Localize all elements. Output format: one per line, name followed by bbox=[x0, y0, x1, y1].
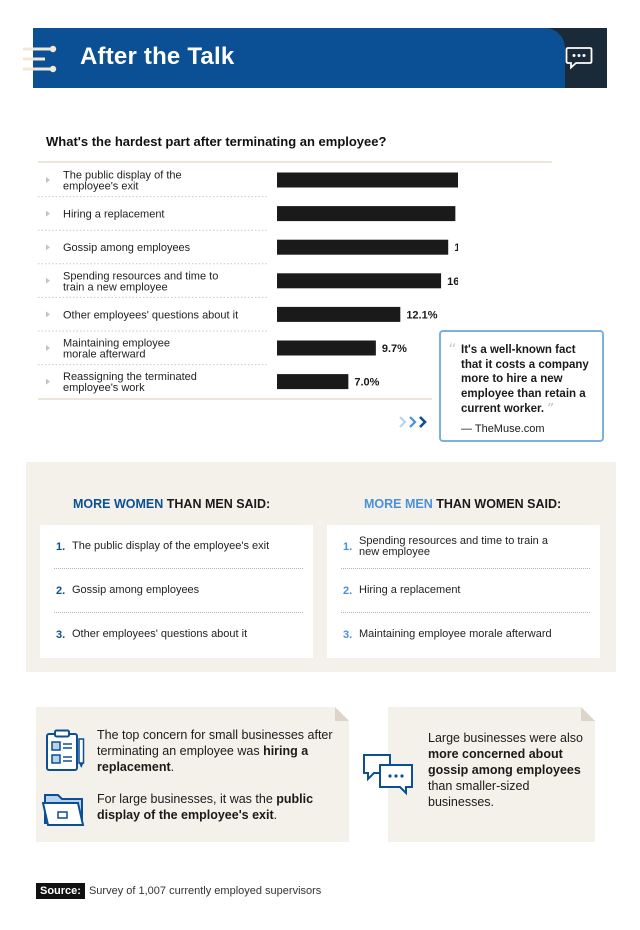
list-item: 3. Other employees' questions about it bbox=[40, 613, 313, 657]
header-banner: After the Talk bbox=[23, 28, 607, 88]
list-number: 1. bbox=[56, 541, 66, 553]
bar bbox=[277, 239, 449, 255]
row-marker-icon bbox=[46, 210, 50, 217]
small-business-text-end: . bbox=[170, 760, 175, 774]
list-number: 1. bbox=[343, 541, 353, 553]
list-item: 1. Spending resources and time to train … bbox=[327, 525, 600, 569]
row-marker-icon bbox=[46, 378, 50, 385]
category-label: employee's work bbox=[63, 382, 145, 394]
page-title: After the Talk bbox=[80, 43, 235, 70]
list-item-text: The public display of the employee's exi… bbox=[72, 540, 270, 553]
men-list-card: 1. Spending resources and time to train … bbox=[327, 525, 600, 658]
women-list-card: 1. The public display of the employee's … bbox=[40, 525, 313, 658]
category-label: Maintaining employee bbox=[63, 338, 170, 350]
chart-title: What's the hardest part after terminatin… bbox=[46, 134, 387, 149]
bar bbox=[277, 172, 458, 188]
category-label: employee's exit bbox=[63, 181, 138, 193]
category-label: Gossip among employees bbox=[63, 242, 191, 254]
category-label: train a new employee bbox=[63, 281, 168, 293]
small-business-text-bold: hiring a replacement bbox=[97, 744, 309, 774]
women-heading: MORE WOMEN THAN MEN SAID: bbox=[73, 497, 270, 511]
small-business-text-part: The top concern for small businesses aft… bbox=[97, 728, 333, 758]
business-size-note: The top concern for small businesses aft… bbox=[36, 707, 349, 842]
row-marker-icon bbox=[46, 277, 50, 284]
gossip-note: Large businesses were also more concerne… bbox=[363, 707, 595, 842]
list-number: 3. bbox=[56, 629, 66, 641]
quote-source: — TheMuse.com bbox=[461, 422, 545, 435]
category-label: Other employees' questions about it bbox=[63, 309, 238, 321]
bar bbox=[277, 374, 349, 390]
source-text: Survey of 1,007 currently employed super… bbox=[88, 885, 322, 897]
quote-text: It's a well-known fact that it costs a c… bbox=[461, 344, 589, 416]
header-icon-tab bbox=[529, 28, 607, 88]
list-item-text: Maintaining employee morale afterward bbox=[359, 628, 552, 641]
category-label: morale afterward bbox=[63, 349, 146, 361]
decorative-lines-icon bbox=[23, 45, 57, 73]
clipboard-icon bbox=[46, 729, 85, 771]
bar bbox=[277, 273, 442, 289]
list-number: 2. bbox=[56, 585, 66, 597]
row-marker-icon bbox=[46, 311, 50, 318]
large-business-text-bold: public display of the employee's exit bbox=[97, 792, 314, 822]
gossip-text: Large businesses were also more concerne… bbox=[428, 730, 588, 810]
list-item: 3. Maintaining employee morale afterward bbox=[327, 613, 600, 657]
chevrons-right-icon bbox=[399, 416, 427, 428]
category-label: The public display of the bbox=[63, 170, 182, 182]
scalloped-edge bbox=[26, 459, 616, 465]
list-number: 3. bbox=[343, 629, 353, 641]
value-label: 7.0% bbox=[354, 377, 379, 389]
bar bbox=[277, 206, 456, 222]
chat-bubble-icon bbox=[565, 47, 593, 70]
large-business-text-part: For large businesses, it was the bbox=[97, 792, 277, 806]
row-marker-icon bbox=[46, 177, 50, 183]
quote-box: “ It's a well-known fact that it costs a… bbox=[439, 330, 604, 442]
value-label: 9.7% bbox=[382, 343, 407, 355]
gossip-text-part: Large businesses were also bbox=[428, 731, 583, 745]
page-fold bbox=[335, 707, 349, 721]
value-label: 16.1% bbox=[447, 276, 458, 288]
comparison-section: MORE WOMEN THAN MEN SAID: MORE MEN THAN … bbox=[26, 459, 616, 672]
page-fold bbox=[581, 707, 595, 721]
list-item-text: Hiring a replacement bbox=[359, 584, 461, 597]
close-quote-icon: ” bbox=[547, 401, 555, 416]
men-heading-highlight: MORE MEN bbox=[364, 497, 433, 511]
list-item-text: Spending resources and time to train a n… bbox=[359, 534, 548, 558]
large-business-text: For large businesses, it was the public … bbox=[97, 791, 342, 823]
small-business-text: The top concern for small businesses aft… bbox=[97, 727, 337, 775]
value-label: 16.8% bbox=[454, 242, 458, 254]
open-quote-icon: “ bbox=[448, 340, 457, 359]
women-heading-highlight: MORE WOMEN bbox=[73, 497, 164, 511]
category-label: Reassigning the terminated bbox=[63, 371, 197, 383]
gossip-text-end: than smaller-sized businesses. bbox=[428, 779, 530, 809]
list-item-text: Gossip among employees bbox=[72, 584, 200, 597]
women-heading-rest: THAN MEN SAID: bbox=[163, 497, 271, 511]
row-marker-icon bbox=[46, 244, 50, 251]
chat-bubbles-icon bbox=[363, 754, 413, 796]
men-heading: MORE MEN THAN WOMEN SAID: bbox=[364, 497, 561, 511]
source-tag: Source: bbox=[36, 883, 85, 899]
list-item: 2. Gossip among employees bbox=[40, 569, 313, 613]
row-marker-icon bbox=[46, 345, 50, 351]
large-business-text-end: . bbox=[273, 808, 278, 822]
category-label: Spending resources and time to bbox=[63, 270, 218, 282]
gossip-text-bold: more concerned about gossip among employ… bbox=[428, 747, 581, 777]
bar bbox=[277, 340, 376, 356]
list-number: 2. bbox=[343, 585, 353, 597]
folder-icon bbox=[42, 794, 85, 826]
list-item: 1. The public display of the employee's … bbox=[40, 525, 313, 569]
value-label: 12.1% bbox=[406, 309, 437, 321]
category-label: Hiring a replacement bbox=[63, 209, 165, 221]
source-line: Source: Survey of 1,007 currently employ… bbox=[36, 883, 321, 899]
list-item: 2. Hiring a replacement bbox=[327, 569, 600, 613]
men-heading-rest: THAN WOMEN SAID: bbox=[432, 497, 562, 511]
chart-divider-bottom bbox=[38, 398, 432, 400]
chart-divider-top bbox=[38, 161, 552, 163]
bar bbox=[277, 306, 401, 322]
list-item-text: Other employees' questions about it bbox=[72, 628, 248, 641]
